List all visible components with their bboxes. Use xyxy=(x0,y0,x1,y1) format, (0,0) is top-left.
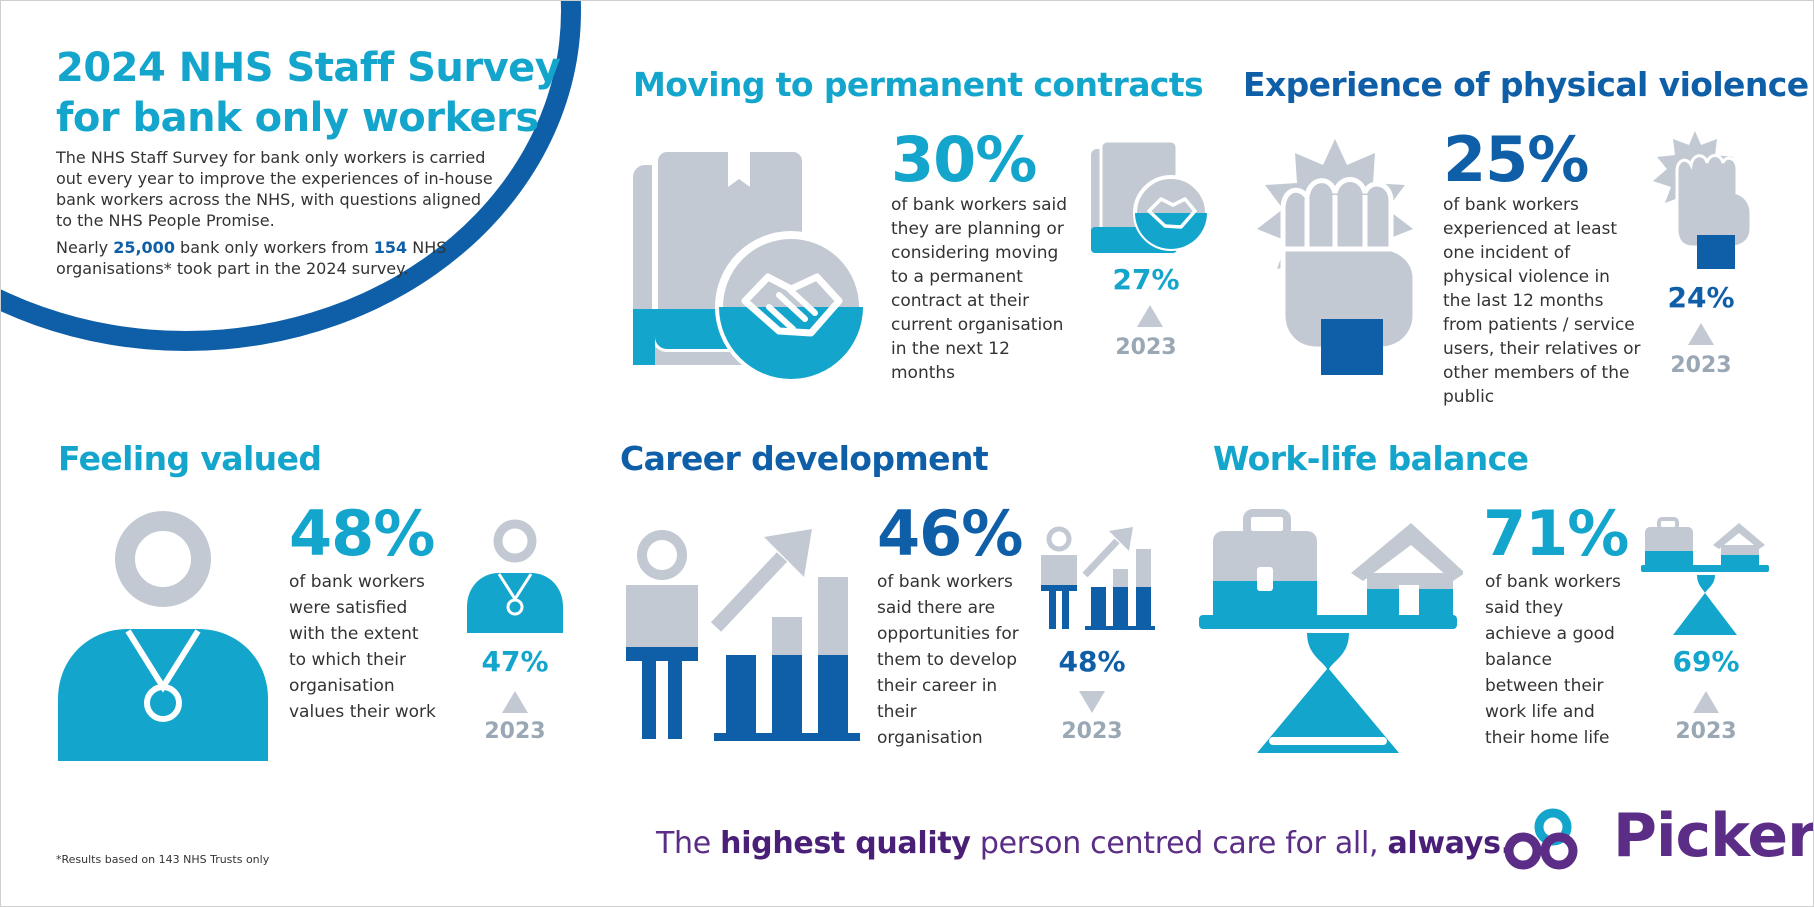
picker-logo-icon xyxy=(1504,808,1578,870)
tagline-part2: person centred care for all, xyxy=(970,826,1388,861)
valued-description: of bank workers were satisfied with the … xyxy=(289,572,436,722)
contracts-prev-percent: 27% xyxy=(1112,263,1180,296)
tagline: The highest quality person centred care … xyxy=(656,826,1512,861)
violence-description: of bank workers experienced at least one… xyxy=(1443,195,1641,407)
contracts-trend-up-icon xyxy=(1137,305,1163,327)
picker-logo-text: Picker xyxy=(1613,801,1814,871)
valued-trend-up-icon xyxy=(502,691,528,713)
handshake-document-icon xyxy=(633,149,867,383)
career-title: Career development xyxy=(620,439,989,478)
violence-percent: 25% xyxy=(1443,123,1589,196)
career-growth-chart-icon xyxy=(626,529,860,741)
career-prev-year: 2023 xyxy=(1061,719,1123,744)
career-percent: 46% xyxy=(877,497,1023,570)
contracts-prev-year: 2023 xyxy=(1115,335,1177,360)
violence-prev-percent: 24% xyxy=(1667,281,1735,314)
intro-description: The NHS Staff Survey for bank only worke… xyxy=(56,148,493,230)
main-title: 2024 NHS Staff Survey for bank only work… xyxy=(56,43,576,143)
worklife-percent: 71% xyxy=(1483,497,1629,570)
participation-middle: bank only workers from xyxy=(174,238,374,257)
contracts-percent: 30% xyxy=(891,123,1037,196)
career-prev-percent: 48% xyxy=(1058,645,1126,678)
participation-orgs: 154 xyxy=(373,238,408,257)
career-trend-down-icon xyxy=(1079,691,1105,713)
raised-fist-icon xyxy=(1257,139,1418,375)
footnote: *Results based on 143 NHS Trusts only xyxy=(56,853,270,866)
violence-title: Experience of physical violence xyxy=(1243,65,1809,104)
valued-prev-year: 2023 xyxy=(484,719,546,744)
worklife-prev-year: 2023 xyxy=(1675,719,1737,744)
valued-small-icon xyxy=(467,519,563,633)
participation-count: 25,000 xyxy=(113,238,175,257)
main-title-line2: for bank only workers xyxy=(56,95,539,141)
violence-prev-year: 2023 xyxy=(1670,353,1732,378)
staff-person-icon xyxy=(58,511,268,761)
career-description: of bank workers said there are opportuni… xyxy=(877,572,1019,748)
participation-prefix: Nearly xyxy=(56,238,114,257)
tagline-part1: The xyxy=(656,826,721,861)
valued-prev-percent: 47% xyxy=(481,645,549,678)
worklife-small-icon xyxy=(1641,517,1769,635)
tagline-bold1: highest quality xyxy=(720,826,971,861)
valued-percent: 48% xyxy=(289,497,435,570)
tagline-bold2: always. xyxy=(1387,826,1512,861)
work-home-balance-icon xyxy=(1199,509,1463,753)
intro-participation: Nearly 25,000 bank only workers from 154… xyxy=(56,237,456,279)
violence-trend-up-icon xyxy=(1688,323,1714,345)
violence-small-icon xyxy=(1653,131,1753,269)
contracts-title: Moving to permanent contracts xyxy=(633,65,1204,104)
valued-title: Feeling valued xyxy=(58,439,322,478)
career-small-icon xyxy=(1041,526,1155,630)
contracts-description: of bank workers said they are planning o… xyxy=(891,195,1068,383)
worklife-title: Work-life balance xyxy=(1213,439,1529,478)
worklife-prev-percent: 69% xyxy=(1672,645,1740,678)
participation-suffix: NHS organisations* took part in the 2024… xyxy=(56,238,447,278)
main-title-line1: 2024 NHS Staff Survey xyxy=(56,45,561,91)
contracts-small-icon xyxy=(1091,141,1209,253)
worklife-description: of bank workers said they achieve a good… xyxy=(1485,572,1621,748)
worklife-trend-up-icon xyxy=(1693,691,1719,713)
